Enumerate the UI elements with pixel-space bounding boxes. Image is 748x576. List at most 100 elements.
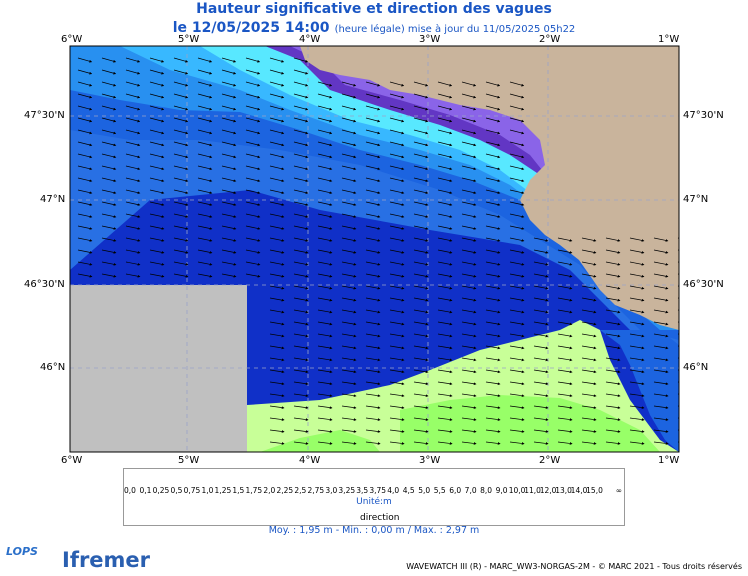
direction-arrow <box>317 345 333 350</box>
direction-arrow <box>293 117 309 123</box>
direction-arrow <box>125 129 141 135</box>
direction-arrow <box>581 405 597 410</box>
direction-arrow <box>413 201 429 206</box>
direction-arrow <box>269 237 285 242</box>
direction-arrow <box>317 225 333 230</box>
direction-arrow <box>101 57 117 63</box>
direction-arrow <box>485 249 501 254</box>
direction-arrow <box>341 309 357 314</box>
direction-arrow <box>461 225 477 230</box>
direction-arrow <box>149 225 165 230</box>
direction-arrow <box>413 297 429 302</box>
direction-arrow <box>677 321 679 323</box>
direction-arrow <box>437 405 453 410</box>
direction-arrow <box>221 249 237 254</box>
direction-arrow <box>341 417 357 421</box>
direction-arrow <box>629 297 645 302</box>
direction-arrow <box>125 213 141 218</box>
direction-arrow <box>413 333 429 338</box>
legend-tick-label: 5,0 <box>418 486 431 495</box>
direction-arrow <box>173 261 189 266</box>
direction-arrow <box>485 285 501 290</box>
ifremer-logo: Ifremer <box>62 548 151 572</box>
direction-arrow <box>437 201 453 206</box>
direction-arrow <box>149 177 165 183</box>
direction-arrow <box>389 321 405 326</box>
direction-arrow <box>293 249 309 254</box>
direction-arrow <box>269 93 285 99</box>
direction-arrow <box>173 177 189 183</box>
direction-arrow <box>461 105 477 111</box>
direction-arrow <box>389 369 405 374</box>
direction-arrow <box>365 381 381 386</box>
direction-arrow <box>605 441 621 445</box>
direction-arrow <box>653 309 669 314</box>
direction-arrow <box>149 117 165 123</box>
direction-arrow <box>365 357 381 362</box>
legend-tick-label: 0,75 <box>183 486 201 495</box>
legend-tick-label: 3,0 <box>325 486 338 495</box>
direction-arrow <box>125 81 141 87</box>
direction-arrow <box>509 249 525 254</box>
direction-arrow <box>509 309 525 314</box>
direction-arrow <box>389 381 405 386</box>
credit-line: WAVEWATCH III (R) - MARC_WW3-NORGAS-2M -… <box>406 562 742 571</box>
direction-arrow <box>605 381 621 386</box>
direction-arrow <box>125 141 141 147</box>
direction-arrow <box>293 225 309 230</box>
direction-arrow <box>197 165 213 171</box>
direction-arrow <box>677 309 679 311</box>
direction-arrow <box>365 117 381 123</box>
direction-arrow <box>653 381 669 386</box>
direction-arrow <box>485 129 501 135</box>
direction-arrow <box>365 345 381 350</box>
direction-arrow <box>245 213 261 218</box>
direction-arrow <box>269 141 285 147</box>
direction-arrow <box>413 189 429 194</box>
direction-arrow <box>629 333 645 338</box>
direction-arrow <box>509 141 525 147</box>
direction-arrow <box>125 69 141 75</box>
direction-arrow <box>149 105 165 111</box>
direction-arrow <box>197 213 213 218</box>
direction-arrow <box>317 405 333 410</box>
direction-arrow <box>557 297 573 302</box>
out-of-domain-area <box>70 285 247 452</box>
direction-arrow <box>437 81 453 87</box>
direction-arrow <box>341 273 357 278</box>
lat-label-left-4730: 47°30'N <box>24 110 65 121</box>
direction-arrow <box>413 177 429 183</box>
legend-tick-label: 3,25 <box>338 486 356 495</box>
direction-arrow <box>221 93 237 99</box>
direction-arrow <box>533 333 549 338</box>
direction-arrow <box>365 393 381 398</box>
direction-arrow <box>77 57 93 63</box>
direction-arrow <box>653 417 669 421</box>
direction-arrow <box>581 321 597 326</box>
direction-arrow <box>677 345 679 347</box>
direction-arrow <box>365 189 381 194</box>
direction-arrow <box>245 93 261 99</box>
direction-arrow <box>389 345 405 350</box>
direction-arrow <box>365 81 381 87</box>
direction-arrow <box>485 81 501 87</box>
direction-arrow <box>77 141 93 147</box>
direction-arrow <box>413 429 429 433</box>
direction-arrow <box>509 405 525 410</box>
direction-arrow <box>293 357 309 362</box>
legend-tick-label: 3,75 <box>369 486 387 495</box>
legend-tick-label: 15,0 <box>586 486 603 495</box>
legend-tick-label: 11,0 <box>524 486 541 495</box>
direction-arrow <box>509 105 525 111</box>
direction-arrow <box>101 177 117 183</box>
direction-arrow <box>293 153 309 159</box>
direction-arrow <box>293 309 309 314</box>
direction-arrow <box>173 153 189 159</box>
direction-arrow <box>269 381 285 386</box>
direction-arrow <box>245 177 261 183</box>
direction-arrow <box>629 285 645 290</box>
direction-arrow <box>149 249 165 254</box>
direction-arrow <box>437 261 453 266</box>
direction-arrow <box>197 57 213 63</box>
direction-arrow <box>317 105 333 111</box>
